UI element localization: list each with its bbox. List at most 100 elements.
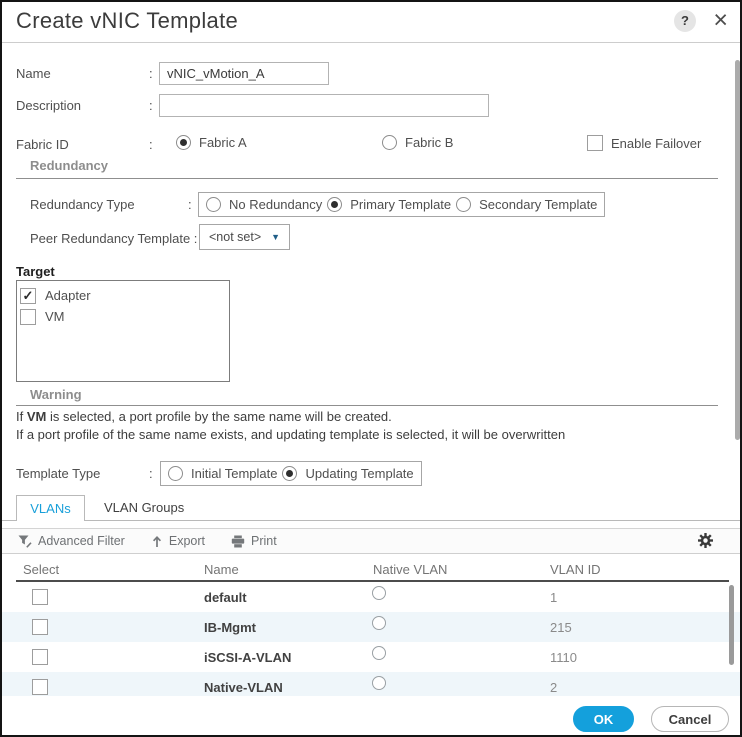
redundancy-type-group: No Redundancy Primary Template Secondary…: [198, 192, 606, 217]
table-toolbar: Advanced Filter Export Print: [2, 528, 740, 554]
radio-icon: [176, 135, 191, 150]
template-type-group: Initial Template Updating Template: [160, 461, 422, 486]
gear-icon[interactable]: [697, 532, 714, 549]
warning-section-label: Warning: [30, 387, 82, 402]
table-header-divider: [16, 580, 729, 582]
fabric-a-radio[interactable]: Fabric A: [176, 135, 247, 150]
description-input[interactable]: [159, 94, 489, 117]
warning-text: If VM is selected, a port profile by the…: [16, 408, 722, 443]
native-vlan-radio[interactable]: [372, 646, 386, 660]
ok-button[interactable]: OK: [573, 706, 634, 732]
vlan-id: 215: [550, 620, 572, 635]
dialog-scrollbar[interactable]: [735, 60, 740, 440]
colon: :: [149, 98, 153, 113]
secondary-template-label: Secondary Template: [479, 197, 598, 212]
target-item-vm[interactable]: ✓ VM: [20, 306, 226, 327]
peer-redundancy-dropdown[interactable]: <not set> ▼: [199, 224, 291, 250]
updating-template-radio[interactable]: Updating Template: [282, 466, 414, 481]
radio-icon: [282, 466, 298, 481]
target-list: ✓ Adapter ✓ VM: [16, 280, 230, 382]
redundancy-type-label: Redundancy Type: [30, 197, 135, 212]
radio-icon: [327, 197, 343, 212]
checkbox-icon: ✓: [587, 135, 603, 151]
export-label: Export: [168, 534, 205, 548]
filter-icon: [18, 535, 32, 548]
vlan-id: 1: [550, 590, 558, 605]
print-button[interactable]: Print: [231, 534, 277, 548]
initial-template-radio[interactable]: Initial Template: [168, 466, 277, 481]
radio-icon: [168, 466, 183, 481]
radio-icon: [206, 197, 221, 212]
help-icon[interactable]: ?: [674, 10, 696, 32]
column-header-native-vlan: Native VLAN: [373, 562, 448, 577]
cancel-button[interactable]: Cancel: [651, 706, 729, 732]
target-section-label: Target: [16, 264, 55, 279]
description-label: Description: [16, 98, 82, 113]
vlan-name: IB-Mgmt: [204, 620, 256, 635]
advanced-filter-label: Advanced Filter: [38, 534, 125, 548]
chevron-down-icon: ▼: [271, 232, 281, 242]
close-icon[interactable]: ×: [713, 6, 728, 34]
enable-failover-label: Enable Failover: [611, 135, 702, 151]
vlan-name: iSCSI-A-VLAN: [204, 650, 292, 665]
radio-icon: [382, 135, 397, 150]
tab-vlan-groups[interactable]: VLAN Groups: [104, 500, 185, 515]
radio-icon: [456, 197, 472, 212]
initial-template-label: Initial Template: [191, 466, 278, 481]
fabric-a-label: Fabric A: [199, 135, 247, 150]
header-divider: [2, 42, 740, 43]
secondary-template-radio[interactable]: Secondary Template: [456, 197, 597, 212]
row-select-checkbox[interactable]: ✓: [32, 649, 48, 665]
target-adapter-label: Adapter: [45, 288, 91, 303]
tab-vlans[interactable]: VLANs: [16, 495, 85, 521]
fabric-id-label: Fabric ID: [16, 137, 69, 152]
table-scrollbar[interactable]: [729, 585, 734, 665]
native-vlan-radio[interactable]: [372, 586, 386, 600]
warning-line1: If VM is selected, a port profile by the…: [16, 409, 392, 424]
target-item-adapter[interactable]: ✓ Adapter: [20, 285, 226, 306]
checkbox-icon: ✓: [20, 287, 36, 304]
column-header-vlan-id: VLAN ID: [550, 562, 601, 577]
vlan-id: 1110: [550, 650, 577, 665]
native-vlan-radio[interactable]: [372, 676, 386, 690]
enable-failover-checkbox[interactable]: ✓ Enable Failover: [587, 135, 701, 151]
row-select-checkbox[interactable]: ✓: [32, 619, 48, 635]
advanced-filter-button[interactable]: Advanced Filter: [18, 534, 125, 548]
export-icon: [152, 535, 161, 547]
dropdown-value: <not set>: [209, 230, 262, 244]
vlan-id: 2: [550, 680, 558, 695]
table-row[interactable]: ✓ Native-VLAN 2: [2, 672, 740, 696]
colon: :: [149, 466, 153, 481]
column-header-name: Name: [204, 562, 239, 577]
table-row[interactable]: ✓ default 1: [2, 582, 740, 612]
print-icon: [231, 535, 245, 547]
name-label: Name: [16, 66, 51, 81]
no-redundancy-radio[interactable]: No Redundancy: [206, 197, 322, 212]
target-vm-label: VM: [45, 309, 65, 324]
primary-template-radio[interactable]: Primary Template: [327, 197, 451, 212]
checkbox-icon: ✓: [20, 308, 36, 325]
name-input[interactable]: [159, 62, 329, 85]
dialog-footer: OK Cancel: [2, 696, 740, 735]
warning-divider: [16, 405, 718, 406]
tabbar-divider: [2, 520, 740, 521]
export-button[interactable]: Export: [151, 534, 205, 548]
updating-template-label: Updating Template: [305, 466, 414, 481]
table-row[interactable]: ✓ iSCSI-A-VLAN 1110: [2, 642, 740, 672]
vlan-name: default: [204, 590, 247, 605]
native-vlan-radio[interactable]: [372, 616, 386, 630]
warning-line2: If a port profile of the same name exist…: [16, 426, 566, 442]
primary-template-label: Primary Template: [350, 197, 452, 212]
column-header-select: Select: [23, 562, 60, 577]
print-label: Print: [251, 534, 277, 548]
table-row[interactable]: ✓ IB-Mgmt 215: [2, 612, 740, 642]
colon: :: [188, 197, 192, 212]
colon: :: [149, 66, 153, 81]
row-select-checkbox[interactable]: ✓: [32, 679, 48, 695]
row-select-checkbox[interactable]: ✓: [32, 589, 48, 605]
fabric-b-radio[interactable]: Fabric B: [382, 135, 453, 150]
no-redundancy-label: No Redundancy: [229, 197, 323, 212]
page-title: Create vNIC Template: [16, 8, 239, 33]
vlan-table: ✓ default 1 ✓ IB-Mgmt 215 ✓ iSCSI-A-VLAN…: [2, 582, 740, 696]
